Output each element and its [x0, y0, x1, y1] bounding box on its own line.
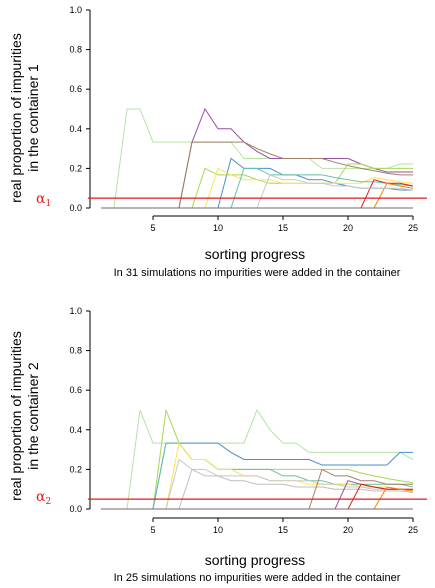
x-tick-label: 20 — [343, 525, 353, 535]
y-axis-label-line2: in the container 1 — [25, 64, 41, 172]
caption: In 31 simulations no impurities were add… — [114, 267, 401, 279]
x-tick-label: 5 — [150, 525, 155, 535]
alpha-subscript: 2 — [45, 497, 51, 507]
y-axis-label-line2: in the container 2 — [25, 362, 41, 470]
x-axis-label: sorting progress — [205, 552, 305, 568]
y-tick-label: 1.0 — [69, 306, 82, 316]
series-line-8 — [101, 468, 413, 510]
y-tick-label: 1.0 — [69, 5, 82, 15]
caption: In 25 simulations no impurities were add… — [114, 572, 401, 584]
x-tick-label: 15 — [278, 525, 288, 535]
y-tick-label: 0.0 — [69, 203, 82, 213]
alpha-label: α2 — [36, 489, 51, 507]
y-axis-label-line1: real proportion of impurities — [8, 33, 24, 203]
y-tick-label: 0.6 — [69, 385, 82, 395]
y-tick-label: 0.4 — [69, 124, 82, 134]
y-tick-label: 0.6 — [69, 84, 82, 94]
x-tick-label: 25 — [408, 223, 418, 233]
alpha-label: α1 — [36, 191, 51, 209]
series-line-5 — [101, 163, 413, 209]
series-line-7 — [101, 468, 414, 510]
x-tick-label: 5 — [150, 223, 155, 233]
alpha-symbol: α — [36, 489, 46, 505]
x-tick-label: 25 — [408, 525, 418, 535]
chart-panel-2: 0.0 0.2 0.4 0.6 0.8 1.0 5 10 15 20 25 real proport… — [8, 306, 427, 584]
plot-area: 0.0 0.2 0.4 0.6 0.8 1.0 5 10 15 20 25 — [69, 306, 427, 535]
y-tick-label: 0.4 — [69, 425, 82, 435]
y-tick-label: 0.2 — [69, 163, 82, 173]
plot-area: 0.0 0.2 0.4 0.6 0.8 1.0 5 10 15 20 25 — [69, 5, 427, 233]
x-tick-label: 20 — [343, 223, 353, 233]
alpha-symbol: α — [36, 191, 46, 207]
alpha-subscript: 1 — [45, 199, 51, 209]
y-tick-label: 0.8 — [69, 45, 82, 55]
chart-panel-1: 0.0 0.2 0.4 0.6 0.8 1.0 5 10 15 20 25 real proport… — [8, 5, 427, 279]
x-tick-label: 15 — [278, 223, 288, 233]
y-tick-label: 0.8 — [69, 346, 82, 356]
y-tick-label: 0.0 — [69, 504, 82, 514]
series-line-8 — [101, 179, 414, 209]
x-tick-label: 10 — [213, 223, 223, 233]
x-axis-label: sorting progress — [205, 246, 305, 262]
y-axis-label-line1: real proportion of impurities — [8, 331, 24, 501]
y-tick-label: 0.2 — [69, 464, 82, 474]
x-tick-label: 10 — [213, 525, 223, 535]
